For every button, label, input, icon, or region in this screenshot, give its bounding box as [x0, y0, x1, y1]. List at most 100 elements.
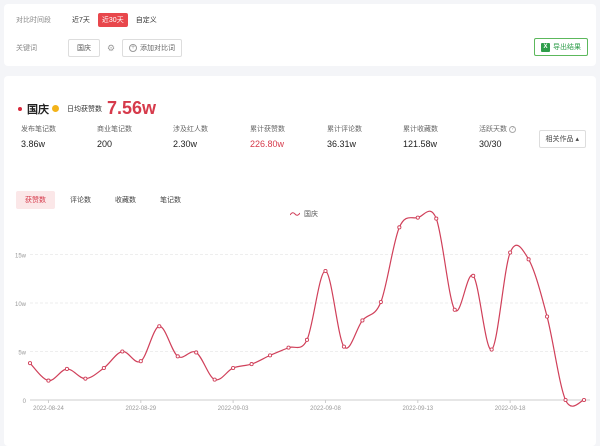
y-tick-label: 5w: [18, 351, 26, 357]
export-button[interactable]: X 导出结果: [534, 38, 588, 56]
plus-icon: +: [129, 44, 137, 52]
y-tick-label: 15w: [15, 254, 27, 260]
legend-label: 国庆: [304, 211, 318, 218]
data-point: [581, 397, 587, 403]
avg-likes-value: 7.56w: [107, 98, 157, 118]
data-point: [563, 397, 568, 403]
x-tick-label: 2022-08-29: [125, 406, 156, 412]
stat-active-days: 活跃天数? 30/30: [479, 124, 516, 149]
data-point: [341, 344, 346, 349]
data-point: [452, 307, 457, 312]
export-label: 导出结果: [553, 44, 581, 51]
add-compare-button[interactable]: + 添加对比词: [122, 39, 182, 57]
keyword-row: 关键词 国庆 ⚙ + 添加对比词: [16, 39, 182, 57]
stat-label: 累计获赞数: [250, 126, 285, 133]
stats-row: 发布笔记数 3.86w 商业笔记数 200 涉及红人数 2.30w 累计获赞数 …: [21, 124, 521, 154]
data-point: [434, 216, 439, 221]
data-point: [157, 324, 162, 329]
coin-icon: [52, 105, 59, 112]
x-tick-label: 2022-08-24: [33, 406, 64, 412]
stat-value: 36.31w: [327, 139, 357, 149]
data-point: [268, 353, 273, 358]
stat-influencers: 涉及红人数 2.30w: [173, 124, 208, 149]
keyword-tag[interactable]: 国庆: [68, 39, 100, 57]
filter-panel: 对比时间段 近7天 近30天 自定义 关键词 国庆 ⚙ + 添加对比词 X 导出…: [4, 4, 596, 66]
gear-icon[interactable]: ⚙: [106, 42, 116, 53]
stat-label: 活跃天数: [479, 126, 507, 133]
stat-value: 30/30: [479, 139, 502, 149]
keyword-name: 国庆: [27, 103, 49, 116]
stat-total-likes: 累计获赞数 226.80w: [250, 124, 285, 149]
stat-value: 200: [97, 139, 113, 149]
x-tick-label: 2022-09-03: [218, 406, 249, 412]
data-point: [378, 299, 383, 305]
stat-total-favorites: 累计收藏数 121.58w: [403, 124, 438, 149]
period-7-days[interactable]: 近7天: [72, 17, 90, 24]
stat-label: 涉及红人数: [173, 126, 208, 133]
stat-value: 3.86w: [21, 139, 46, 149]
data-point: [64, 366, 69, 372]
data-point: [323, 268, 328, 274]
stat-label: 累计评论数: [327, 126, 362, 133]
chevron-up-icon: ▴: [575, 136, 579, 143]
legend-line-icon: [290, 212, 300, 216]
stat-label: 商业笔记数: [97, 126, 132, 133]
related-works-label: 相关作品: [545, 136, 574, 143]
add-compare-label: 添加对比词: [140, 45, 175, 52]
stat-label: 累计收藏数: [403, 126, 438, 133]
data-point: [508, 250, 513, 255]
data-point: [249, 362, 254, 367]
data-point: [194, 350, 199, 355]
chart-legend[interactable]: 国庆: [290, 209, 318, 219]
data-point: [397, 225, 402, 230]
data-point: [175, 354, 180, 359]
period-row: 对比时间段 近7天 近30天 自定义: [16, 13, 165, 27]
keyword-label: 关键词: [16, 45, 37, 52]
stat-value: 121.58w: [403, 139, 438, 149]
data-point: [231, 365, 236, 371]
period-30-days[interactable]: 近30天: [97, 13, 128, 27]
stat-value: 226.80w: [250, 139, 285, 149]
trend-panel: 国庆 日均获赞数 7.56w 发布笔记数 3.86w 商业笔记数 200 涉及红…: [4, 76, 596, 446]
metric-tabs: 获赞数 评论数 收藏数 笔记数: [16, 191, 196, 209]
stat-label: 发布笔记数: [21, 126, 56, 133]
data-point: [286, 345, 291, 350]
data-point: [304, 337, 310, 342]
data-point: [101, 365, 106, 371]
data-point: [545, 314, 550, 319]
stat-notes: 发布笔记数 3.86w: [21, 124, 56, 149]
data-point: [471, 273, 476, 278]
y-tick-label: 0: [23, 399, 27, 405]
period-custom[interactable]: 自定义: [135, 17, 157, 24]
data-point: [83, 376, 88, 381]
data-point: [27, 361, 33, 366]
related-works-button[interactable]: 相关作品 ▴: [538, 130, 586, 148]
data-point: [46, 378, 51, 383]
trend-chart[interactable]: 0 5w 10w 15w 2022-08-24 2022-08-29 2022-09-03 2…: [0, 76, 600, 446]
x-tick-label: 2022-09-13: [402, 406, 433, 412]
stat-label-wrap: 活跃天数?: [479, 124, 516, 134]
excel-icon: X: [541, 42, 550, 52]
period-label: 对比时间段: [16, 17, 51, 24]
tab-notes[interactable]: 笔记数: [160, 197, 181, 204]
stat-commercial-notes: 商业笔记数 200: [97, 124, 132, 149]
data-point: [415, 215, 420, 220]
data-point: [120, 349, 125, 354]
stat-value: 2.30w: [173, 139, 198, 149]
x-tick-label: 2022-09-08: [310, 406, 341, 412]
data-point: [212, 377, 217, 382]
data-point: [138, 359, 143, 364]
data-point: [489, 347, 494, 352]
stat-total-comments: 累计评论数 36.31w: [327, 124, 362, 149]
data-point: [526, 257, 531, 262]
y-tick-label: 10w: [15, 302, 27, 308]
bullet-dot-icon: [18, 106, 22, 111]
tab-likes[interactable]: 获赞数: [16, 191, 55, 209]
series-line: [29, 210, 585, 407]
tab-favorites[interactable]: 收藏数: [115, 197, 136, 204]
data-point: [360, 318, 365, 323]
avg-likes-label: 日均获赞数: [67, 105, 102, 113]
x-tick-label: 2022-09-18: [495, 406, 526, 412]
tab-comments[interactable]: 评论数: [70, 197, 91, 204]
help-icon[interactable]: ?: [509, 125, 516, 133]
